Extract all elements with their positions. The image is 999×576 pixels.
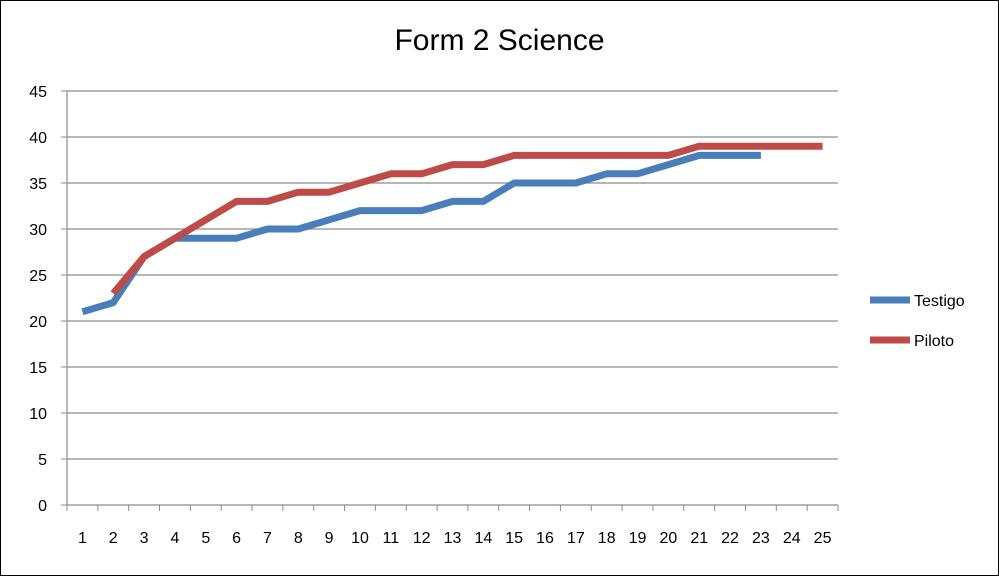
x-tick-label: 20	[659, 530, 677, 547]
x-tick-label: 24	[783, 530, 801, 547]
x-tick-label: 14	[474, 530, 492, 547]
chart-title: Form 2 Science	[394, 24, 605, 57]
y-tick-label: 35	[29, 176, 47, 193]
y-tick-label: 20	[29, 314, 47, 331]
axes	[61, 90, 839, 511]
x-tick-label: 11	[383, 530, 400, 547]
legend-label-testigo: Testigo	[914, 293, 965, 310]
series-line-testigo	[81, 151, 761, 316]
x-tick-label: 21	[690, 530, 708, 547]
x-tick-label: 19	[629, 530, 647, 547]
x-tick-label: 13	[444, 530, 462, 547]
x-tick-label: 10	[351, 530, 369, 547]
x-tick-label: 12	[413, 530, 431, 547]
y-tick-label: 45	[29, 84, 47, 101]
series-line-piloto	[110, 142, 823, 296]
x-tick-label: 6	[232, 530, 241, 547]
legend-label-piloto: Piloto	[914, 333, 954, 350]
legend: Testigo Piloto	[870, 293, 965, 350]
x-tick-label: 2	[109, 530, 118, 547]
y-tick-label: 10	[29, 406, 47, 423]
x-tick-label: 16	[536, 530, 554, 547]
x-tick-label: 23	[752, 530, 770, 547]
x-tick-label: 9	[325, 530, 334, 547]
x-tick-label: 15	[505, 530, 523, 547]
y-tick-label: 5	[38, 452, 47, 469]
y-tick-label: 30	[29, 222, 47, 239]
series-lines	[81, 142, 823, 316]
x-tick-label: 7	[263, 530, 272, 547]
x-tick-labels: 1 2 3 4 5 6 7 8 9 10 11 12 13 14 15 16 17 18 19 20 21 22 23 24 2…	[78, 530, 832, 547]
x-tick-label: 17	[567, 530, 585, 547]
x-tick-label: 22	[721, 530, 739, 547]
y-tick-label: 0	[38, 498, 47, 515]
x-tick-label: 8	[294, 530, 303, 547]
y-tick-labels: 0 5 10 15 20 25 30 35 40 45	[29, 84, 47, 515]
x-tick-label: 1	[78, 530, 87, 547]
y-tick-label: 25	[29, 268, 47, 285]
y-tick-label: 15	[29, 360, 47, 377]
y-tick-label: 40	[29, 130, 47, 147]
x-tick-label: 5	[201, 530, 210, 547]
x-tick-label: 3	[140, 530, 149, 547]
x-tick-label: 18	[598, 530, 616, 547]
x-tick-label: 25	[814, 530, 832, 547]
x-tick-label: 4	[170, 530, 179, 547]
